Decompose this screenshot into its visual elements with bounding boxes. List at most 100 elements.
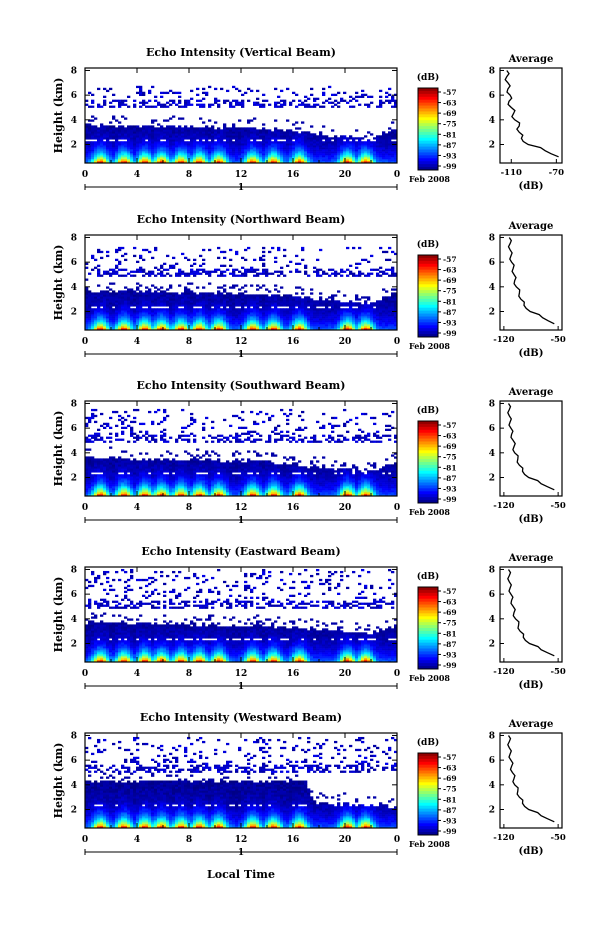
date-label: Feb 2008	[409, 839, 450, 849]
average-y-tick-label: 8	[489, 565, 495, 575]
colorbar-segment	[418, 663, 438, 666]
x-tick-label: 20	[339, 835, 352, 845]
colorbar-segment	[418, 325, 438, 328]
y-tick-label: 6	[71, 590, 77, 600]
colorbar-tick-label: -75	[443, 453, 457, 462]
colorbar-tick-label: -57	[443, 255, 457, 264]
colorbar-tick-label: -69	[443, 276, 457, 285]
x-tick-label: 0	[394, 669, 400, 679]
colorbar-unit: (dB)	[417, 405, 439, 416]
colorbar-segment	[418, 135, 438, 138]
average-xlabel: (dB)	[519, 846, 544, 857]
colorbar-segment	[418, 762, 438, 765]
colorbar-segment	[418, 322, 438, 325]
average-y-tick-label: 2	[489, 473, 495, 483]
panel-title: Echo Intensity (Northward Beam)	[137, 213, 346, 226]
day-label: 1	[238, 848, 244, 858]
colorbar-tick-label: -99	[443, 329, 457, 338]
colorbar-segment	[418, 100, 438, 103]
average-y-tick-label: 4	[489, 615, 495, 625]
colorbar-segment	[418, 634, 438, 637]
colorbar-segment	[418, 619, 438, 622]
colorbar-segment	[418, 616, 438, 619]
colorbar-segment	[418, 637, 438, 640]
colorbar-segment	[418, 319, 438, 322]
average-y-tick-label: 2	[489, 639, 495, 649]
colorbar-segment	[418, 132, 438, 135]
average-x-tick-label: -120	[493, 501, 514, 511]
colorbar-segment	[418, 106, 438, 109]
average-xlabel: (dB)	[519, 680, 544, 691]
colorbar-segment	[418, 264, 438, 267]
heatmap-cells	[85, 737, 397, 828]
x-tick-label: 0	[82, 170, 88, 180]
y-tick-label: 2	[71, 473, 77, 483]
average-xlabel: (dB)	[519, 514, 544, 525]
colorbar-segment	[418, 497, 438, 500]
average-x-tick-label: -70	[549, 168, 564, 178]
colorbar-tick-label: -75	[443, 120, 457, 129]
x-tick-label: 0	[394, 503, 400, 513]
average-xlabel: (dB)	[519, 181, 544, 192]
colorbar-segment	[418, 759, 438, 762]
colorbar-segment	[418, 155, 438, 158]
colorbar-segment	[418, 474, 438, 477]
colorbar-segment	[418, 293, 438, 296]
panel-title: Echo Intensity (Westward Beam)	[140, 711, 342, 724]
colorbar-segment	[418, 820, 438, 823]
colorbar-segment	[418, 97, 438, 100]
y-axis-label: Height (km)	[52, 577, 65, 653]
colorbar-unit: (dB)	[417, 737, 439, 748]
colorbar-tick-label: -57	[443, 587, 457, 596]
y-tick-label: 6	[71, 424, 77, 434]
colorbar-segment	[418, 109, 438, 112]
colorbar-segment	[418, 287, 438, 290]
y-tick-label: 8	[71, 399, 77, 409]
colorbar-segment	[418, 649, 438, 652]
x-tick-label: 0	[394, 170, 400, 180]
x-tick-label: 12	[235, 337, 248, 347]
colorbar-segment	[418, 640, 438, 643]
colorbar-segment	[418, 774, 438, 777]
average-y-tick-label: 6	[489, 91, 495, 101]
colorbar-segment	[418, 643, 438, 646]
x-tick-label: 4	[134, 669, 140, 679]
y-tick-label: 4	[71, 615, 77, 625]
colorbar-tick-label: -93	[443, 816, 457, 825]
colorbar-segment	[418, 782, 438, 785]
colorbar-segment	[418, 129, 438, 132]
colorbar-unit: (dB)	[417, 571, 439, 582]
heatmap-cells	[85, 569, 397, 662]
day-label: 1	[238, 516, 244, 526]
colorbar-segment	[418, 809, 438, 812]
colorbar-tick-label: -63	[443, 266, 457, 275]
colorbar-segment	[418, 483, 438, 486]
colorbar-segment	[418, 765, 438, 768]
average-y-tick-label: 2	[489, 805, 495, 815]
colorbar-segment	[418, 622, 438, 625]
colorbar-segment	[418, 308, 438, 311]
x-tick-label: 0	[394, 337, 400, 347]
y-axis-label: Height (km)	[52, 411, 65, 487]
colorbar-segment	[418, 823, 438, 826]
colorbar-segment	[418, 590, 438, 593]
colorbar-tick-label: -69	[443, 442, 457, 451]
colorbar-segment	[418, 290, 438, 293]
colorbar-tick-label: -87	[443, 141, 457, 150]
colorbar-tick-label: -57	[443, 753, 457, 762]
colorbar-segment	[418, 756, 438, 759]
colorbar-segment	[418, 430, 438, 433]
y-tick-label: 4	[71, 116, 77, 126]
x-tick-label: 16	[287, 669, 300, 679]
colorbar-segment	[418, 427, 438, 430]
colorbar-segment	[418, 806, 438, 809]
colorbar-tick-label: -69	[443, 774, 457, 783]
average-xlabel: (dB)	[519, 348, 544, 359]
colorbar-tick-label: -93	[443, 650, 457, 659]
